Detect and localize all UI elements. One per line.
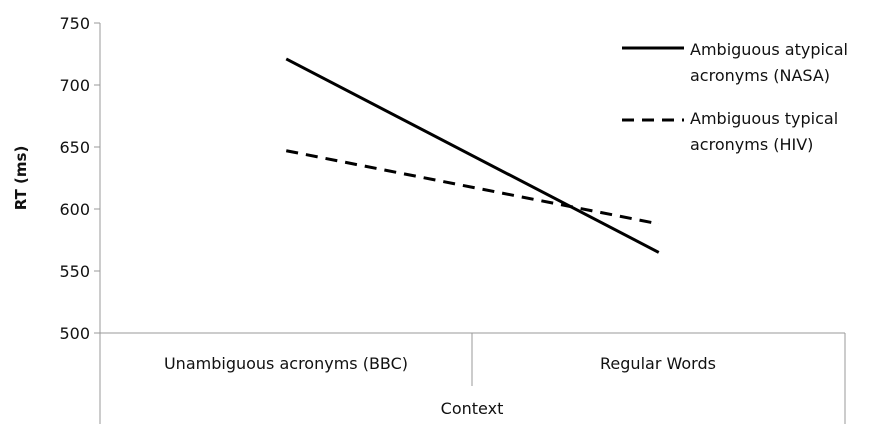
legend-label-0-line2: acronyms (NASA) [690,66,830,85]
x-axis-title: Context [441,399,504,418]
x-category-label-0: Unambiguous acronyms (BBC) [164,354,408,373]
series-layer [285,57,660,254]
y-tick-label-5: 750 [59,14,90,33]
x-axis: Unambiguous acronyms (BBC) Regular Words… [99,332,846,424]
y-tick-label-2: 600 [59,200,90,219]
y-tick-label-3: 650 [59,138,90,157]
legend-label-0-line1: Ambiguous atypical [690,40,848,59]
y-axis: 500 550 600 650 700 750 RT (ms) [12,14,101,343]
x-category-label-1: Regular Words [600,354,716,373]
legend-label-1-line1: Ambiguous typical [690,109,838,128]
legend: Ambiguous atypical acronyms (NASA) Ambig… [622,40,848,154]
y-tick-label-0: 500 [59,324,90,343]
series-line-0 [285,57,660,254]
legend-label-1-line2: acronyms (HIV) [690,135,813,154]
y-ticks: 500 550 600 650 700 750 [59,14,100,343]
series-line-1 [285,149,660,226]
y-tick-label-4: 700 [59,76,90,95]
y-axis-title: RT (ms) [12,146,30,211]
y-tick-label-1: 550 [59,262,90,281]
